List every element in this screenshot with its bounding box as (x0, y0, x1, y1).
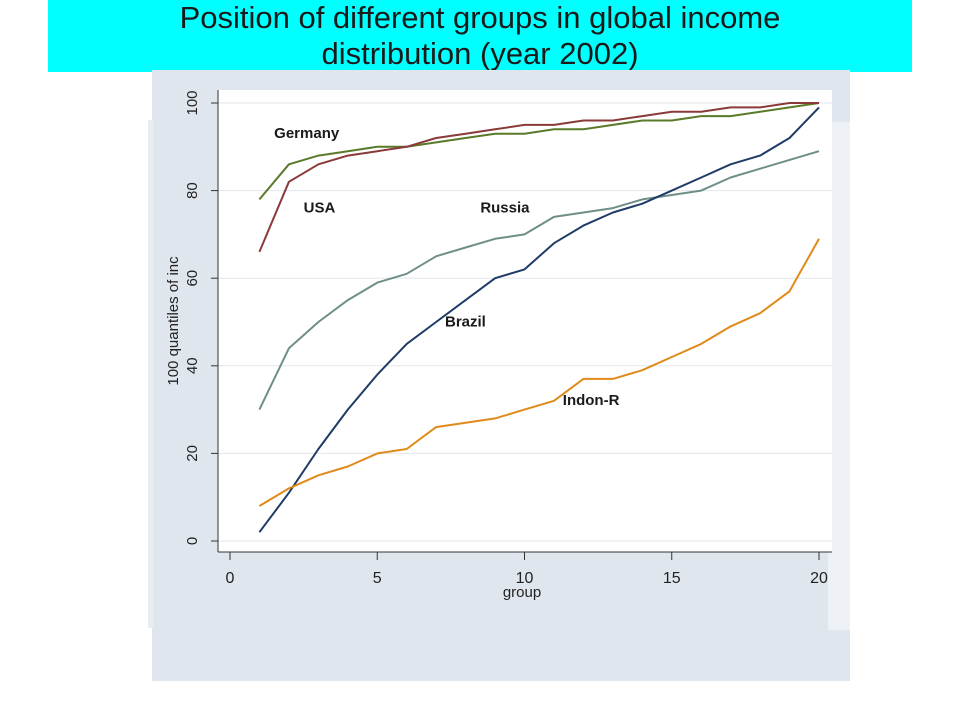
series-line-germany (258, 102, 820, 201)
slide-title-banner: Position of different groups in global i… (48, 0, 912, 72)
series-line-brazil (258, 106, 820, 533)
series-line-indon-r (258, 238, 820, 507)
annotation-russia: Russia (480, 200, 530, 217)
x-tick-label: 15 (663, 570, 681, 587)
series-line-usa (258, 102, 819, 253)
annotation-usa: USA (304, 200, 336, 217)
y-tick-label: 80 (184, 182, 201, 199)
y-tick-label: 60 (184, 270, 201, 287)
panel-left-edge (148, 120, 154, 628)
annotation-indon-r: Indon-R (563, 392, 620, 409)
x-axis-title: group (503, 584, 541, 601)
y-tick-label: 20 (184, 445, 201, 462)
y-axis-title: 100 quantiles of inc (165, 256, 182, 386)
y-tick-label: 0 (184, 537, 201, 545)
x-tick-label: 0 (226, 570, 235, 587)
annotation-germany: Germany (274, 125, 340, 142)
panel-right-edge (828, 122, 850, 630)
series-line-russia (258, 150, 820, 411)
annotation-brazil: Brazil (445, 313, 486, 330)
x-tick-label: 5 (373, 570, 382, 587)
plot-area (218, 90, 832, 552)
y-tick-label: 40 (184, 357, 201, 374)
x-tick-label: 10 (516, 570, 534, 587)
slide-title-line-1: Position of different groups in global i… (179, 0, 781, 35)
slide-title-line-2: distribution (year 2002) (321, 36, 639, 71)
x-tick-label: 20 (810, 570, 828, 587)
y-tick-label: 100 (184, 90, 201, 115)
